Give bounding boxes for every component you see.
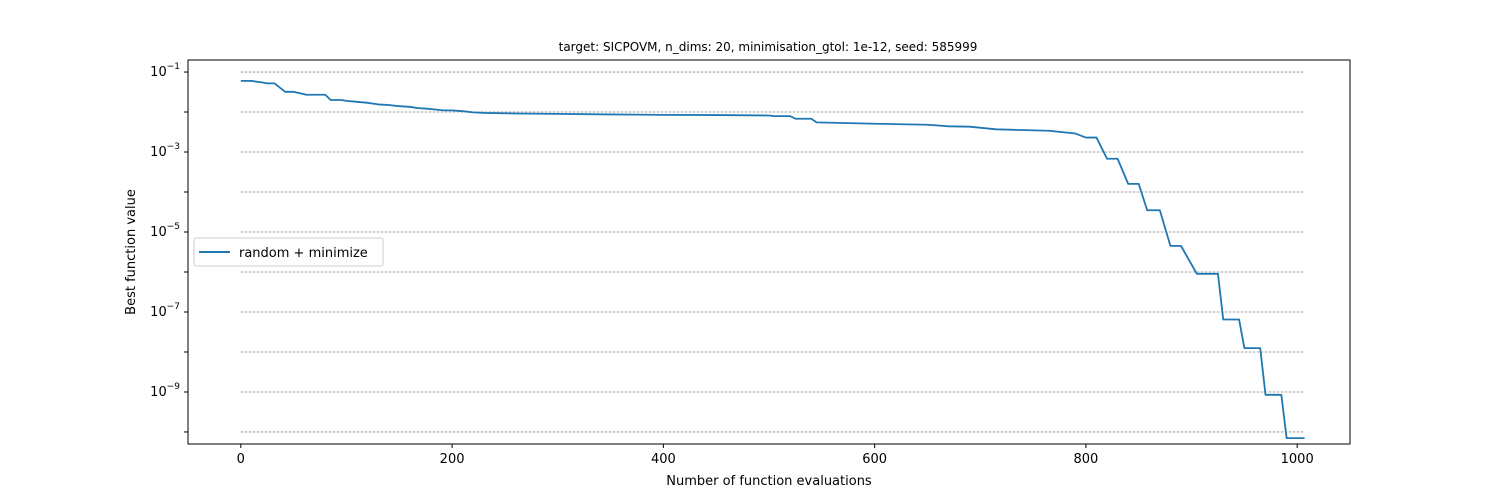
legend: random + minimize	[193, 237, 384, 267]
plot-frame	[187, 59, 1351, 445]
y-axis: 10−1 10−3 10−5 10−7 10−9	[150, 62, 188, 433]
y-tick-label: 10−1	[150, 62, 180, 80]
chart-title: target: SICPOVM, n_dims: 20, minimisatio…	[559, 40, 978, 54]
series-layer	[240, 80, 1305, 440]
y-tick-label: 10−9	[150, 382, 180, 400]
x-axis-label: Number of function evaluations	[666, 474, 872, 489]
y-axis-label: Best function value	[124, 189, 139, 315]
x-tick-label: 800	[1073, 452, 1098, 467]
grid-lines	[240, 71, 1305, 433]
y-tick-label: 10−5	[150, 222, 180, 240]
x-tick-label: 600	[862, 452, 887, 467]
y-tick-label: 10−3	[150, 142, 180, 160]
y-tick-label: 10−7	[150, 302, 180, 320]
legend-label: random + minimize	[239, 246, 368, 261]
x-tick-label: 200	[440, 452, 465, 467]
x-tick-label: 400	[651, 452, 676, 467]
x-tick-label: 0	[237, 452, 245, 467]
x-tick-label: 1000	[1281, 452, 1314, 467]
legend-box	[193, 237, 384, 267]
series-line	[240, 80, 1305, 440]
x-axis: 0 200 400 600 800 1000	[237, 444, 1314, 467]
